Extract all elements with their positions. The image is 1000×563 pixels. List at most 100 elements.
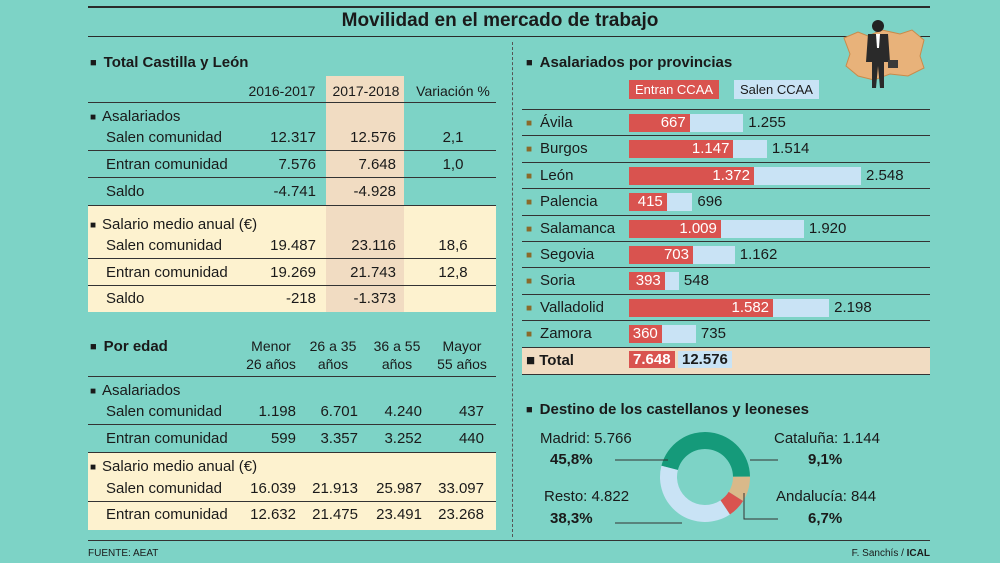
- cell-value: 23.116: [351, 237, 396, 254]
- provincia-label: Burgos: [526, 140, 588, 157]
- provincia-label: Palencia: [526, 193, 598, 210]
- divider: [88, 205, 496, 206]
- bar-entran: 1.582: [629, 298, 774, 317]
- cell-value: 23.268: [438, 506, 484, 523]
- header-line: 26 años: [246, 356, 296, 372]
- row-label: Entran comunidad: [106, 156, 228, 173]
- header-line: 26 a 35: [309, 338, 357, 354]
- bar-salen-label: 548: [683, 272, 709, 290]
- bar-entran: 360: [629, 325, 662, 344]
- divider: [88, 258, 496, 259]
- header-line: años: [317, 356, 349, 372]
- salario-block-right: [404, 206, 496, 312]
- bar-salen-label: 735: [700, 325, 726, 343]
- bar-entran: 667: [629, 114, 690, 132]
- bar-entran: 703: [629, 246, 693, 264]
- col-header-mayor: Mayor 55 años: [430, 337, 494, 373]
- row-label: Entran comunidad: [106, 264, 228, 281]
- cell-value: 25.987: [376, 480, 422, 497]
- businessman-map-icon: [843, 20, 925, 88]
- cell-value: 3.252: [384, 430, 422, 447]
- col-header-variacion: Variación %: [416, 83, 490, 99]
- donut-slice-madrid: [661, 432, 750, 477]
- header-line: 55 años: [437, 356, 487, 372]
- divider: [522, 109, 930, 110]
- header-line: Menor: [251, 338, 291, 354]
- row-label: Salen comunidad: [106, 237, 222, 254]
- page-title: Movilidad en el mercado de trabajo: [341, 10, 659, 31]
- group-label-salario: Salario medio anual (€): [90, 458, 257, 475]
- provincia-row: Segovia 703 1.162: [522, 242, 930, 269]
- cell-value: 437: [458, 403, 484, 420]
- group-label-salario: Salario medio anual (€): [90, 216, 257, 233]
- cell-value: 440: [458, 430, 484, 447]
- cell-value: 12.632: [250, 506, 296, 523]
- total-label-text: Total: [539, 352, 574, 369]
- header-line: Mayor: [442, 338, 482, 354]
- header-line: años: [381, 356, 413, 372]
- bar-salen-label: 1.162: [739, 246, 778, 263]
- bar-salen-label: 1.920: [808, 219, 847, 237]
- footer-rule: [88, 540, 930, 541]
- cell-value: 12.317: [270, 129, 316, 146]
- cell-value: 7.576: [278, 156, 316, 173]
- divider: [88, 376, 496, 377]
- divider: [88, 501, 496, 502]
- donut-slice-andalucia: [720, 491, 744, 515]
- provincia-label: León: [526, 167, 573, 184]
- credit-name: F. Sanchís /: [851, 548, 907, 559]
- bar-salen-label: 1.514: [771, 140, 810, 158]
- edad-section-title: Por edad: [90, 338, 168, 355]
- donut-pct-resto: 38,3%: [550, 510, 593, 527]
- highlight-column: [326, 76, 404, 312]
- destino-donut-chart: [615, 432, 778, 524]
- cell-value: -4.928: [353, 183, 396, 200]
- cell-value: -218: [285, 290, 316, 307]
- cell-value: 19.269: [270, 264, 316, 281]
- col-header-2017: 2017-2018: [332, 83, 400, 99]
- cell-value: 4.240: [384, 403, 422, 420]
- cell-value: 18,6: [438, 237, 468, 254]
- cell-value: 3.357: [320, 430, 358, 447]
- provincia-label: Salamanca: [526, 220, 615, 237]
- provincias-title: Asalariados por provincias: [526, 54, 733, 71]
- provincia-label: Soria: [526, 272, 575, 289]
- top-rule: [88, 6, 930, 8]
- provincias-bar-chart: Ávila 667 1.255 Burgos 1.147 1.514 León 1.372 2.…: [522, 110, 930, 348]
- donut-pct-madrid: 45,8%: [550, 451, 593, 468]
- divider: [88, 285, 496, 286]
- donut-slice-cataluna: [728, 476, 750, 501]
- cell-value: 1.198: [258, 403, 296, 420]
- col-header-36-55: 36 a 55 años: [366, 337, 428, 373]
- provincia-row: León 1.372 2.548: [522, 163, 930, 190]
- col-header-menor: Menor 26 años: [240, 337, 302, 373]
- bar-entran: 1.147: [629, 140, 734, 159]
- cell-value: 19.487: [270, 237, 316, 254]
- divider: [88, 177, 496, 178]
- provincia-row: Zamora 360 735: [522, 321, 930, 348]
- cell-value: 23.491: [376, 506, 422, 523]
- donut-label-andalucia: Andalucía: 844: [776, 488, 877, 505]
- provincia-row: Burgos 1.147 1.514: [522, 136, 930, 163]
- title-rule: [88, 36, 930, 37]
- divider: [88, 452, 496, 453]
- leader-andalucia: [743, 493, 778, 520]
- bar-salen-label: 2.198: [834, 298, 872, 316]
- total-section-title: Total Castilla y León: [90, 54, 249, 71]
- divider: [88, 424, 496, 425]
- col-header-2016: 2016-2017: [248, 83, 316, 99]
- cell-value: 21.913: [312, 480, 358, 497]
- cell-value: 1,0: [442, 156, 464, 173]
- bar-salen-label: 2.548: [866, 166, 904, 184]
- cell-value: 21.743: [350, 264, 396, 281]
- cell-value: 7.648: [358, 156, 396, 173]
- header-line: 36 a 55: [373, 338, 421, 354]
- bar-salen-label: 1.255: [748, 114, 786, 131]
- row-label: Entran comunidad: [106, 430, 228, 447]
- cell-value: 12.576: [350, 129, 396, 146]
- legend-entran: Entran CCAA: [629, 80, 720, 99]
- bar-salen-label: 696: [697, 193, 723, 211]
- bar-entran: 415: [629, 193, 667, 212]
- total-salen: 12.576: [678, 351, 732, 368]
- provincia-row: Soria 393 548: [522, 268, 930, 295]
